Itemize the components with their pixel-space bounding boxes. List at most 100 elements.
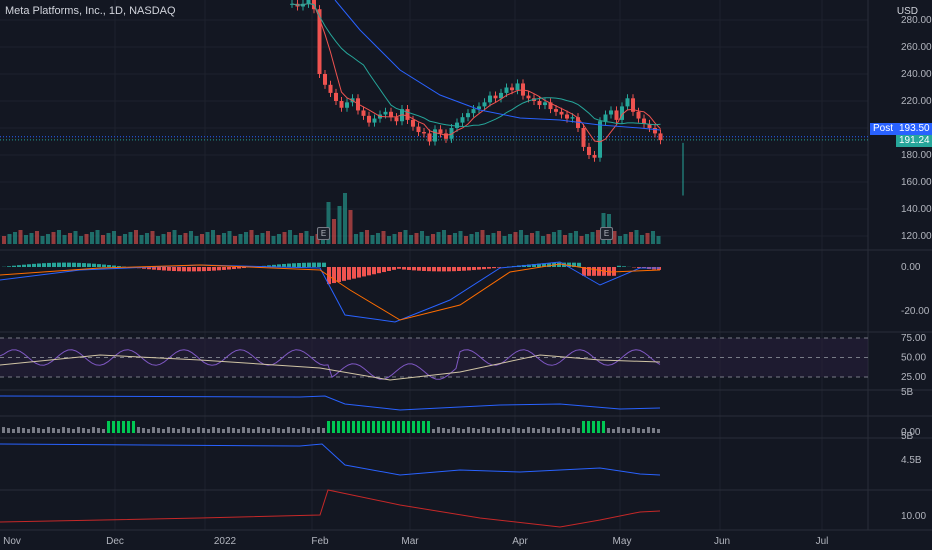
indicator-histogram-bar [282,429,285,433]
candle-body [504,87,509,93]
macd-histogram-bar [437,267,441,272]
volume-bar [420,231,424,244]
volume-bar [266,231,270,244]
macd-histogram-bar [462,267,466,271]
indicator-histogram-bar [242,427,245,433]
macd-histogram-bar [157,267,161,271]
macd-histogram-bar [422,267,426,271]
indicator-histogram-bar [422,421,425,433]
macd-histogram-bar [207,267,211,271]
candle-body [471,109,476,114]
indicator-histogram-bar [452,427,455,433]
macd-histogram-bar [592,267,596,276]
volume-bar [178,235,182,244]
volume-bar [95,230,100,244]
candle-body [389,111,393,118]
macd-histogram-bar [12,265,16,267]
volume-bar [84,234,89,244]
candle-body [427,133,432,142]
volume-bar [7,234,12,244]
macd-histogram-bar [17,265,21,267]
indicator-histogram-bar [657,429,660,433]
macd-histogram-bar [22,264,26,267]
candle-body [653,128,657,134]
indicator-histogram-bar [262,428,265,433]
indicator-histogram-bar [432,429,435,433]
volume-bar [227,231,232,244]
indicator-histogram-bar [447,429,450,433]
currency-label[interactable]: USD [896,6,918,17]
candle-body [339,101,344,108]
macd-histogram-bar [302,262,306,267]
indicator-histogram-bar [92,427,95,433]
time-axis-label: May [613,536,632,547]
volume-bar [546,234,551,244]
indicator-histogram-bar [597,421,600,433]
indicator-histogram-bar [297,429,300,433]
macd-histogram-bar [392,267,396,270]
candle-body [625,98,630,107]
macd-histogram-bar [242,267,246,269]
price-axis-label: 260.00 [901,42,932,53]
volume-bar [535,231,540,244]
panel-axis-label: 0.00 [901,427,921,438]
candle-body [603,114,608,122]
macd-histogram-bar [187,267,191,272]
volume-bar [469,234,474,244]
volume-bar [436,232,441,244]
volume-bar [62,235,67,244]
candle-body [317,9,322,75]
volume-bar [293,235,298,244]
candle-body [631,98,635,112]
volume-bar [651,231,655,244]
macd-axis-label: 0.00 [901,262,921,273]
volume-bar [431,234,435,244]
indicator-histogram-bar [147,429,150,433]
last-price-tag: 191.24 [896,135,932,147]
volume-bar [623,234,628,244]
earnings-event-icon[interactable]: E [317,227,330,240]
panel-axis-label: 5B [901,387,914,398]
candle-body [598,121,602,158]
indicator-histogram-bar [107,421,110,433]
macd-histogram-bar [382,267,386,273]
indicator-histogram-bar [342,421,345,433]
volume-bar [211,230,215,244]
indicator-histogram-bar [647,427,650,433]
indicator-histogram-bar [217,428,220,433]
indicator-histogram-bar [62,427,65,433]
candle-body [466,113,470,118]
macd-histogram-bar [452,267,456,272]
macd-histogram-bar [397,267,401,269]
volume-bar [128,232,133,244]
macd-histogram-bar [177,267,181,272]
indicator-histogram-bar [472,428,475,433]
volume-bar [271,236,276,244]
moving-average-fast [291,2,661,143]
indicator-histogram-bar [32,427,35,433]
indicator-histogram-bar [372,421,375,433]
macd-histogram-bar [162,267,166,271]
indicator-histogram-bar [322,428,325,433]
moving-average-long [334,0,661,131]
volume-bar [645,233,650,244]
symbol-title: Meta Platforms, Inc., 1D, NASDAQ [5,5,176,17]
macd-histogram-bar [27,264,31,267]
indicator-histogram-bar [47,427,50,433]
volume-bar [260,233,265,244]
macd-histogram-bar [377,267,381,274]
indicator-histogram-bar [227,427,230,433]
macd-histogram-bar [577,262,581,267]
indicator-histogram-bar [402,421,405,433]
indicator-histogram-bar [292,428,295,433]
candle-body [438,129,443,134]
earnings-event-icon[interactable]: E [600,227,613,240]
indicator-histogram-bar [167,427,170,433]
indicator-histogram-bar [137,427,140,433]
indicator-histogram-bar [77,427,80,433]
candle-body [488,95,492,103]
indicator-histogram-bar [442,428,445,433]
indicator-histogram-bar [582,421,585,433]
indicator-histogram-bar [122,421,125,433]
